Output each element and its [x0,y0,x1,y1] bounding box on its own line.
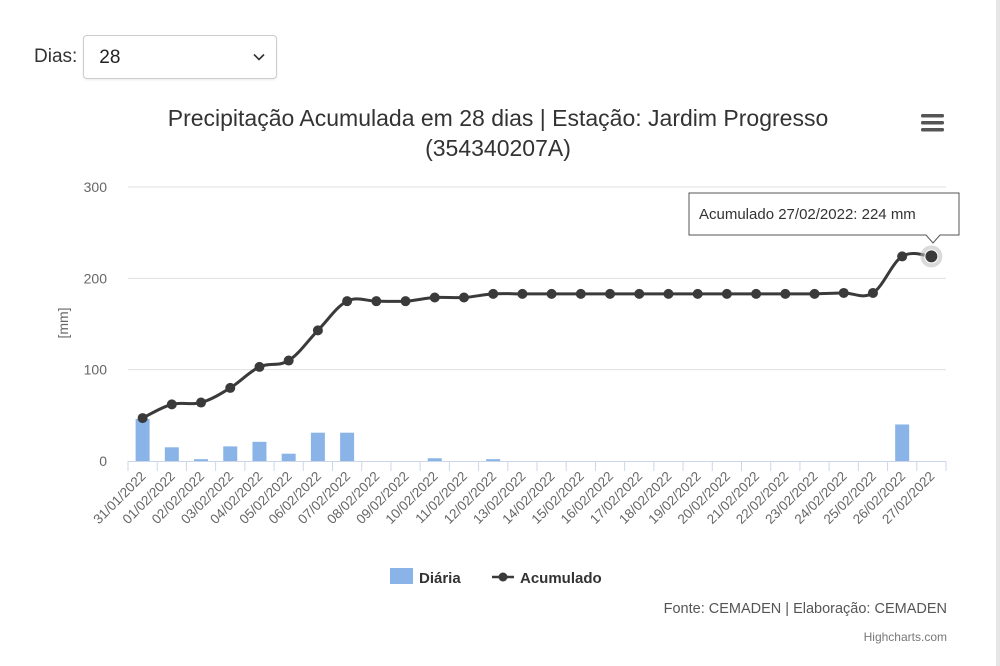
point-acumulado[interactable] [751,288,762,299]
grid-lines [128,186,946,371]
point-acumulado[interactable] [780,288,791,299]
bar-diaria[interactable] [895,424,910,461]
point-acumulado[interactable] [634,288,645,299]
y-tick-label: 200 [84,270,108,286]
y-axis-ticks: 0 100 200 300 [84,179,108,469]
point-acumulado[interactable] [605,288,616,299]
days-filter-label: Dias: [34,46,78,67]
accumulated-line [137,245,943,424]
point-acumulado[interactable] [809,288,820,299]
point-acumulado[interactable] [663,288,674,299]
chart-title: Precipitação Acumulada em 28 dias | Esta… [168,105,829,161]
chevron-down-icon [253,53,265,61]
bar-diaria[interactable] [223,446,238,461]
bar-diaria[interactable] [340,432,355,461]
source-note: Fonte: CEMADEN | Elaboração: CEMADEN [664,601,947,617]
bar-diaria[interactable] [135,418,150,461]
days-filter: Dias: 28 [34,34,278,80]
point-acumulado[interactable] [838,287,849,298]
bar-diaria[interactable] [427,458,442,461]
point-acumulado[interactable] [137,413,148,424]
point-acumulado[interactable] [458,292,469,303]
accumulated-line-path [141,252,932,420]
point-acumulado-hover[interactable] [924,249,939,264]
point-acumulado[interactable] [166,399,177,410]
bar-diaria[interactable] [486,459,501,461]
point-acumulado[interactable] [254,361,265,372]
page-edge [996,0,1000,666]
bar-diaria[interactable] [310,432,325,461]
legend-label-diaria: Diária [419,570,461,587]
point-acumulado[interactable] [312,325,323,336]
point-acumulado[interactable] [196,397,207,408]
legend-label-acumulado: Acumulado [520,570,602,587]
point-acumulado[interactable] [517,288,528,299]
y-tick-label: 100 [84,362,108,378]
hamburger-menu-icon[interactable] [918,106,948,140]
point-acumulado[interactable] [371,296,382,307]
legend-swatch-diaria [390,568,413,584]
x-axis: 31/01/202201/02/202202/02/202203/02/2022… [90,461,947,527]
y-axis-label: [mm] [55,307,71,338]
point-acumulado[interactable] [721,288,732,299]
legend-swatch-acumulado [498,572,508,582]
legend-item-diaria[interactable]: Diária [390,568,461,587]
chart-legend: Diária Acumulado [390,568,602,587]
chart-title-line1: Precipitação Acumulada em 28 dias | Esta… [168,105,829,131]
point-acumulado[interactable] [575,288,586,299]
point-acumulado[interactable] [429,292,440,303]
days-select-value: 28 [99,47,121,68]
bar-diaria[interactable] [252,441,267,461]
point-acumulado[interactable] [897,251,908,262]
point-acumulado[interactable] [692,288,703,299]
daily-bars [135,418,910,461]
point-acumulado[interactable] [867,287,878,298]
point-acumulado[interactable] [283,355,294,366]
highcharts-credit[interactable]: Highcharts.com [864,630,947,644]
days-select[interactable]: 28 [83,35,278,79]
point-acumulado[interactable] [225,382,236,393]
point-acumulado[interactable] [488,288,499,299]
tooltip-text: Acumulado 27/02/2022: 224 mm [699,206,916,223]
y-tick-label: 300 [84,179,108,195]
bar-diaria[interactable] [194,459,209,461]
y-tick-label: 0 [99,453,107,469]
point-acumulado[interactable] [342,296,353,307]
legend-item-acumulado[interactable]: Acumulado [492,570,602,587]
point-acumulado[interactable] [400,296,411,307]
bar-diaria[interactable] [281,453,296,461]
chart-title-line2: (354340207A) [425,135,571,161]
bar-diaria[interactable] [164,447,179,461]
tooltip: Acumulado 27/02/2022: 224 mm [688,192,960,244]
point-acumulado[interactable] [546,288,557,299]
